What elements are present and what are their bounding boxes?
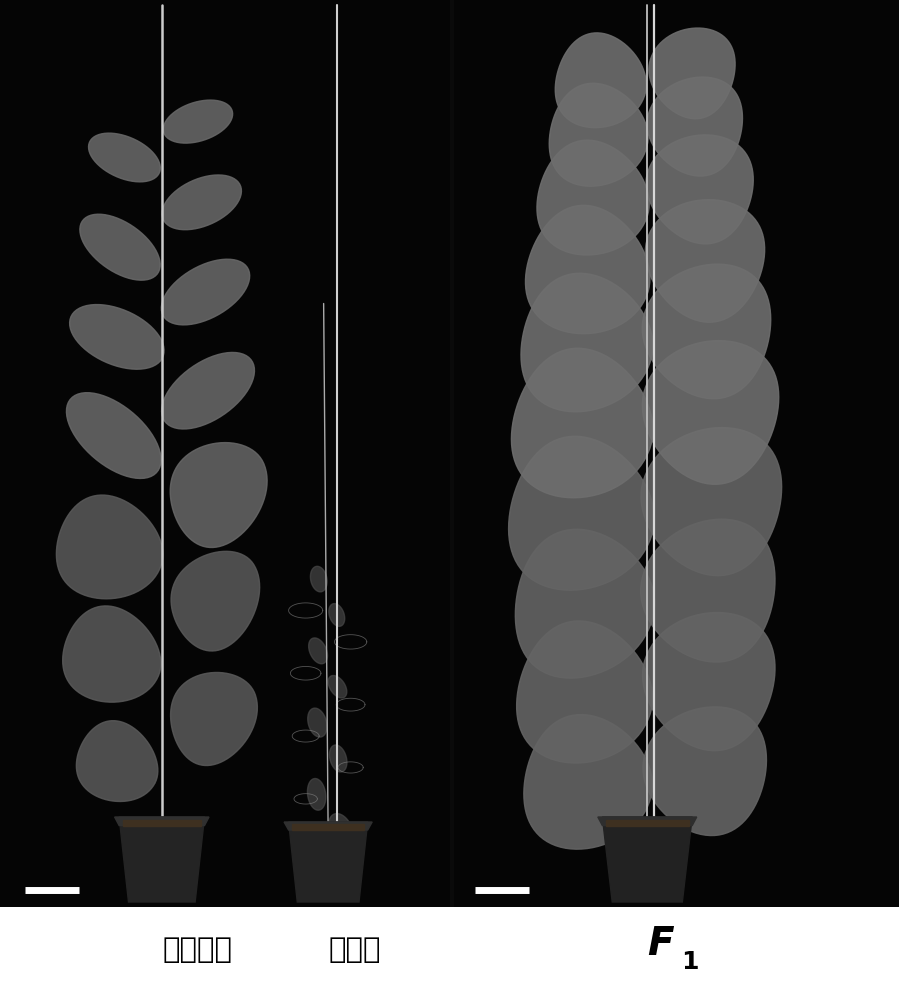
- Polygon shape: [119, 817, 204, 902]
- Polygon shape: [645, 200, 765, 322]
- Polygon shape: [292, 824, 364, 830]
- Polygon shape: [329, 814, 353, 847]
- Polygon shape: [641, 428, 781, 576]
- Polygon shape: [57, 495, 163, 599]
- Polygon shape: [76, 721, 158, 801]
- Polygon shape: [329, 604, 344, 626]
- Text: 雪里红: 雪里红: [329, 936, 381, 964]
- Bar: [450, 0, 454, 907]
- Polygon shape: [88, 133, 160, 182]
- Polygon shape: [162, 352, 254, 429]
- Polygon shape: [643, 707, 767, 836]
- Polygon shape: [641, 519, 775, 662]
- Polygon shape: [598, 817, 697, 826]
- Polygon shape: [521, 273, 653, 412]
- Polygon shape: [307, 708, 327, 737]
- Polygon shape: [606, 820, 689, 826]
- Polygon shape: [517, 621, 653, 763]
- Polygon shape: [115, 817, 209, 826]
- Polygon shape: [643, 613, 775, 751]
- Polygon shape: [537, 140, 649, 255]
- Polygon shape: [602, 817, 692, 902]
- Polygon shape: [649, 28, 735, 119]
- Polygon shape: [643, 341, 779, 484]
- Polygon shape: [515, 529, 654, 678]
- Polygon shape: [162, 175, 242, 230]
- Polygon shape: [524, 715, 653, 849]
- Polygon shape: [164, 100, 233, 143]
- Text: 花皮梢瓜: 花皮梢瓜: [163, 936, 233, 964]
- Polygon shape: [307, 779, 325, 810]
- Polygon shape: [122, 820, 200, 826]
- Polygon shape: [170, 443, 267, 547]
- Polygon shape: [328, 676, 347, 698]
- Polygon shape: [171, 672, 257, 765]
- Polygon shape: [63, 606, 161, 702]
- Polygon shape: [171, 551, 260, 651]
- Polygon shape: [284, 822, 372, 830]
- Polygon shape: [526, 205, 650, 334]
- Polygon shape: [647, 77, 743, 176]
- Polygon shape: [329, 745, 347, 772]
- Text: 1: 1: [681, 950, 699, 974]
- Polygon shape: [646, 135, 753, 244]
- Polygon shape: [289, 822, 368, 902]
- Bar: [0, 907, 899, 1000]
- Polygon shape: [80, 214, 160, 280]
- Polygon shape: [310, 566, 327, 592]
- Polygon shape: [67, 393, 161, 478]
- Text: F: F: [647, 925, 674, 963]
- Polygon shape: [642, 264, 770, 399]
- Polygon shape: [556, 33, 646, 128]
- Polygon shape: [549, 83, 648, 186]
- Polygon shape: [512, 348, 653, 498]
- Polygon shape: [161, 259, 250, 325]
- Polygon shape: [69, 305, 165, 369]
- Polygon shape: [509, 436, 654, 590]
- Polygon shape: [308, 638, 327, 664]
